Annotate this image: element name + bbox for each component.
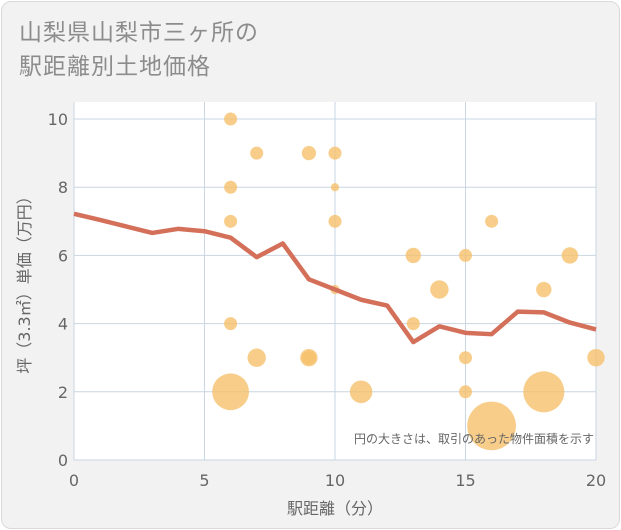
data-bubble <box>467 401 516 451</box>
x-tick-label: 15 <box>455 471 475 490</box>
y-tick-label: 4 <box>58 315 68 334</box>
data-bubble <box>328 214 342 228</box>
data-bubble <box>224 317 238 331</box>
x-tick-label: 20 <box>586 471 606 490</box>
data-bubble <box>459 385 472 399</box>
chart-title: 山梨県山梨市三ヶ所の 駅距離別土地価格 <box>19 16 259 84</box>
x-tick-label: 5 <box>199 471 209 490</box>
data-bubble <box>405 247 421 264</box>
title-line-2: 駅距離別土地価格 <box>19 54 211 80</box>
bubble-size-note: 円の大きさは、取引のあった物件面積を示す <box>354 431 594 446</box>
data-bubble <box>536 281 552 298</box>
data-bubble <box>250 146 264 160</box>
data-bubble <box>224 214 238 228</box>
x-axis-label: 駅距離（分） <box>287 499 383 518</box>
x-tick-labels: 0 5 10 15 20 <box>69 471 606 490</box>
data-bubble <box>330 183 340 192</box>
data-bubble <box>459 248 472 262</box>
title-line-1: 山梨県山梨市三ヶ所の <box>19 20 259 46</box>
x-tick-label: 0 <box>69 471 79 490</box>
y-tick-label: 2 <box>58 383 68 402</box>
y-tick-labels: 0 2 4 6 8 10 <box>48 110 68 470</box>
data-bubble <box>561 247 579 264</box>
data-bubble <box>224 180 238 194</box>
bubble-layer <box>212 112 605 451</box>
x-tick-label: 10 <box>325 471 345 490</box>
data-bubble <box>247 348 266 367</box>
y-tick-label: 8 <box>58 178 68 197</box>
y-tick-label: 6 <box>58 246 68 265</box>
data-bubble <box>523 371 565 413</box>
y-tick-label: 0 <box>58 451 68 470</box>
data-bubble <box>587 348 605 367</box>
data-bubble <box>406 317 420 331</box>
data-bubble <box>430 280 449 299</box>
y-axis-label: 坪（3.3㎡）単価（万円） <box>15 188 34 373</box>
data-bubble <box>349 380 373 404</box>
average-price-line <box>73 211 597 345</box>
data-bubble <box>212 373 249 411</box>
y-tick-label: 10 <box>48 110 68 129</box>
data-bubble <box>224 112 238 126</box>
data-bubble <box>301 146 317 161</box>
data-bubble <box>301 350 317 365</box>
data-bubble <box>459 351 472 365</box>
data-bubble <box>485 214 499 228</box>
data-bubble <box>328 146 342 160</box>
